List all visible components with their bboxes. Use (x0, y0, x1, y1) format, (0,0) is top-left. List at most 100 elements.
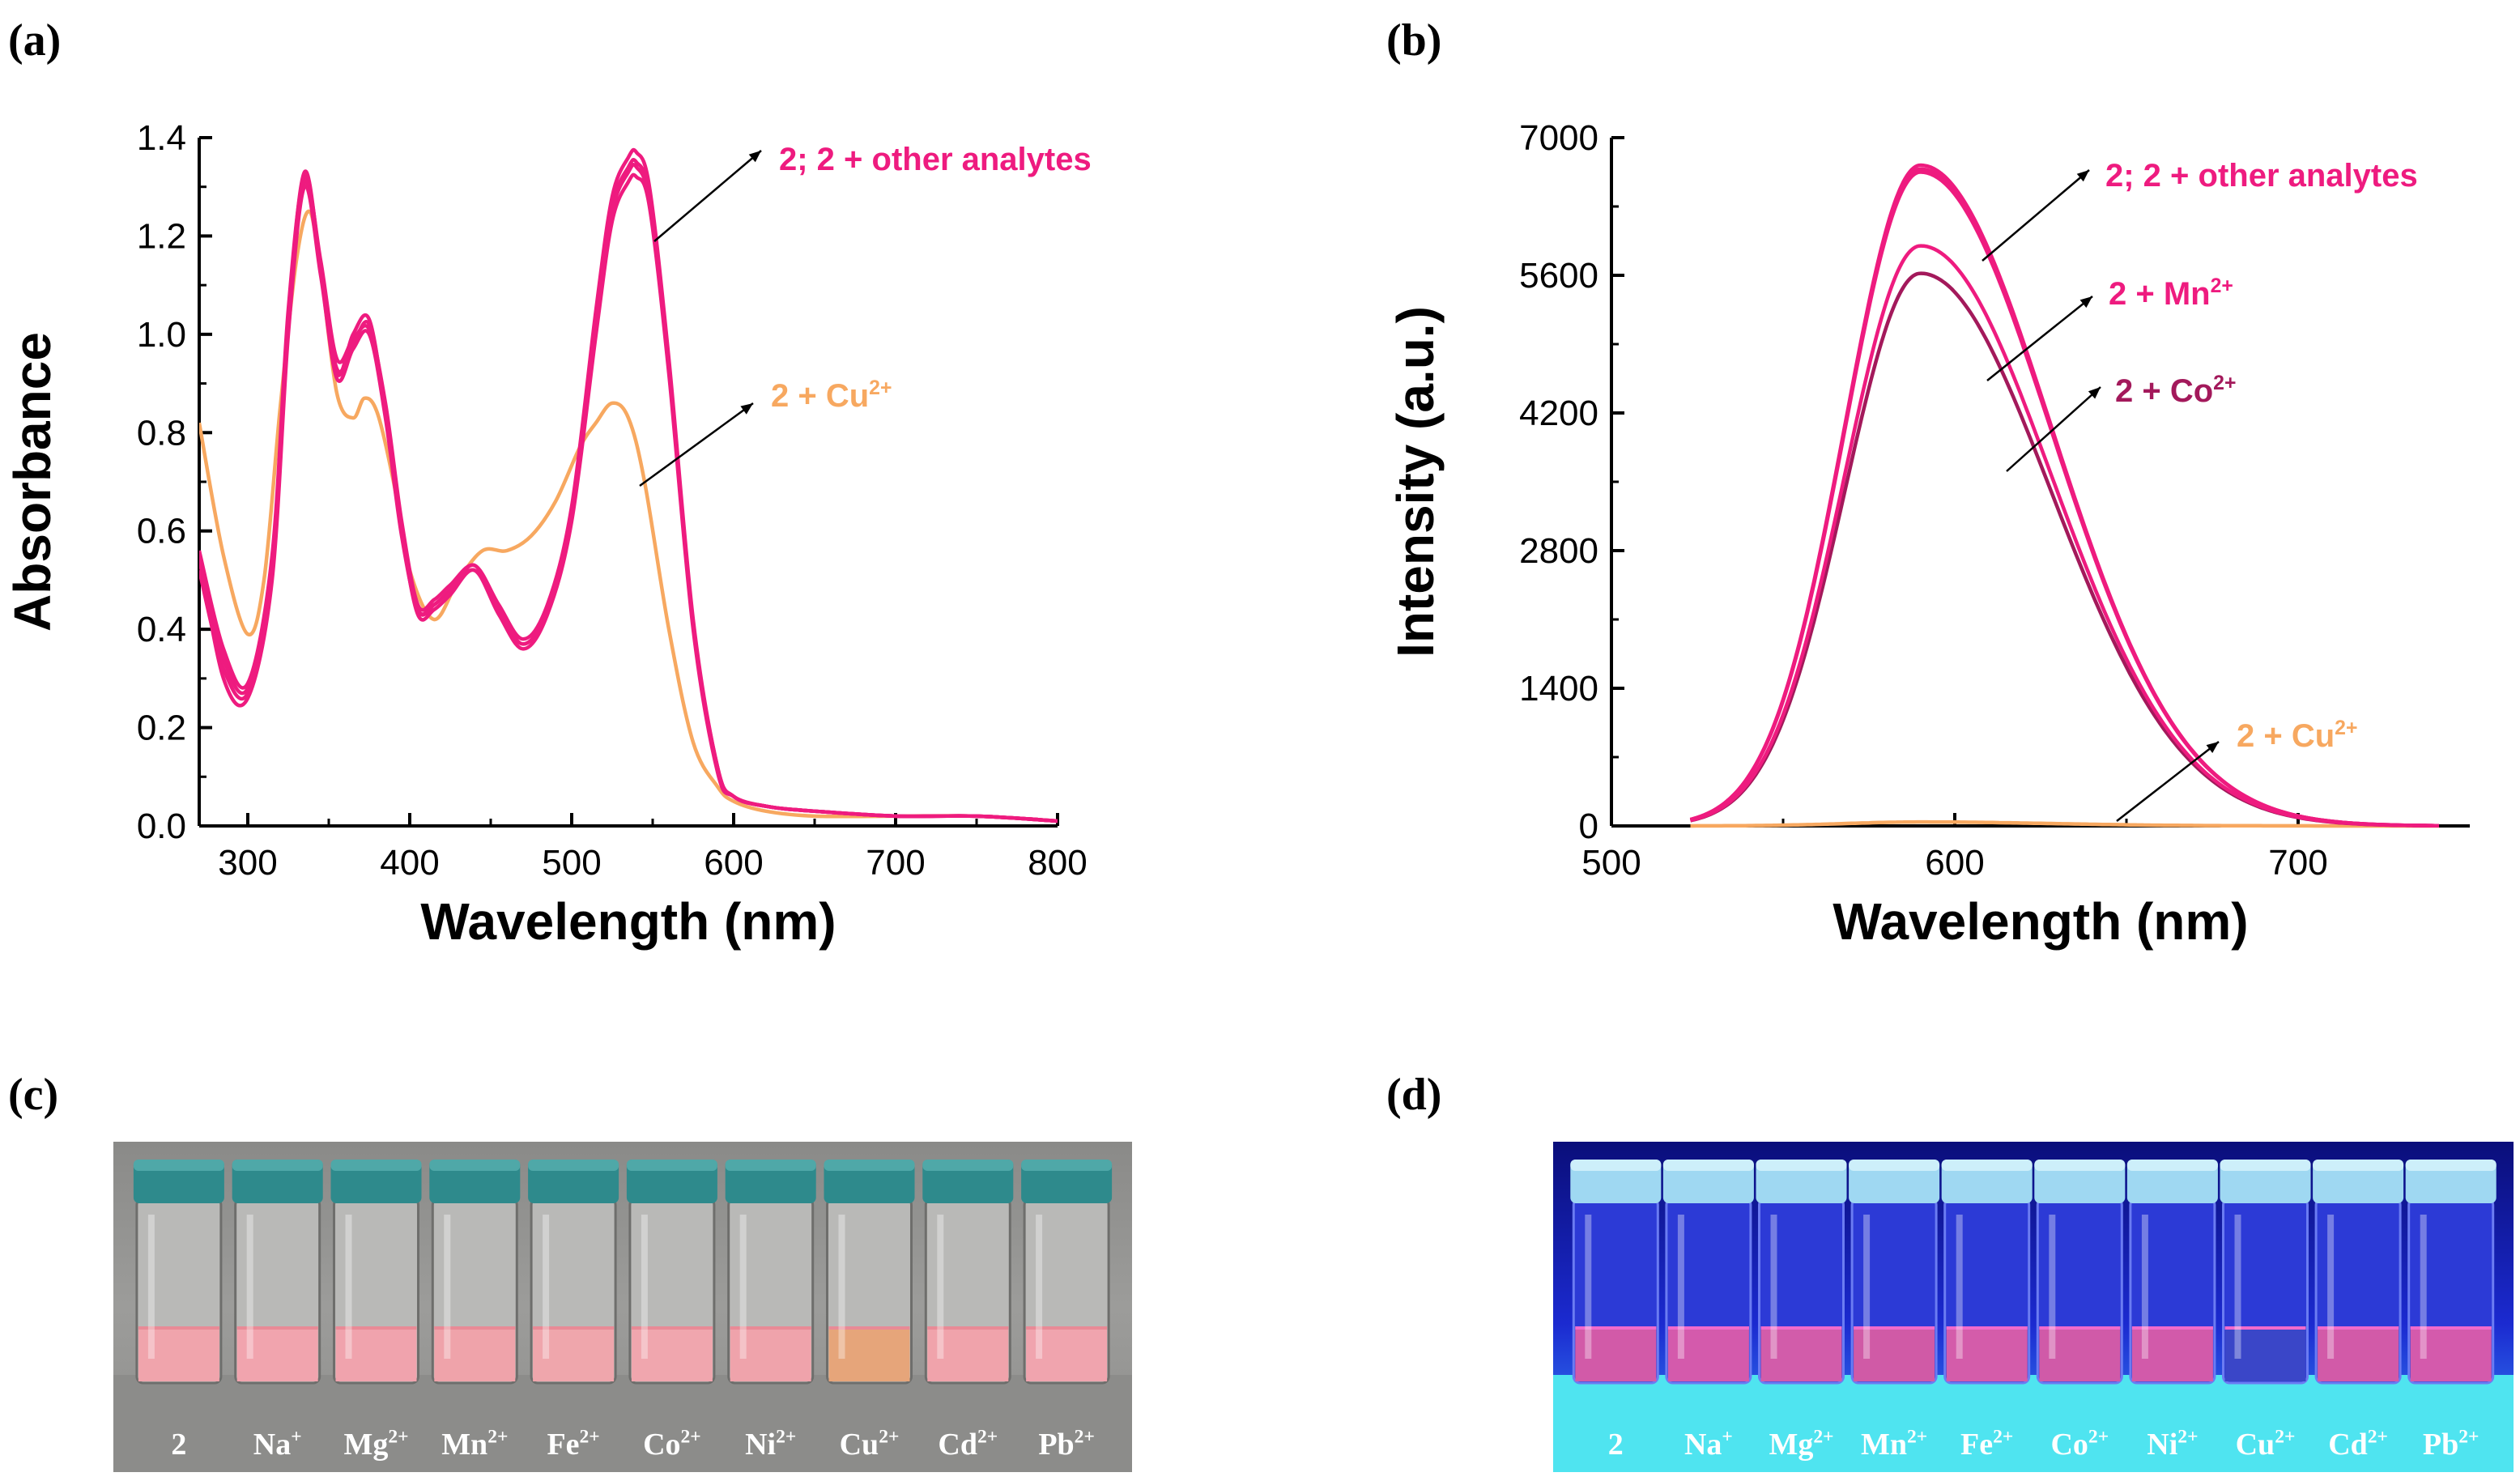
vial-label: Na+ (253, 1427, 302, 1462)
y-tick-label: 7000 (1519, 118, 1598, 158)
y-tick-label: 1400 (1519, 669, 1598, 709)
vial-label: 2 (1608, 1428, 1624, 1462)
vial-liquid (335, 1326, 417, 1381)
series-line (199, 172, 1058, 823)
y-tick-label: 0.4 (137, 610, 186, 649)
glass-highlight (2049, 1215, 2056, 1359)
vial-liquid (1575, 1326, 1657, 1381)
x-tick-label: 500 (1581, 843, 1641, 883)
vial-liquid (2224, 1326, 2306, 1381)
vial-label: Mn2+ (1861, 1427, 1927, 1462)
annotation-co: 2 + Co2+ (2115, 372, 2236, 409)
vial-liquid (236, 1326, 318, 1381)
vial-label: Mg2+ (343, 1427, 408, 1462)
plot-frame (199, 138, 1058, 826)
vial-label: Cd2+ (2328, 1427, 2388, 1462)
vial-liquid (730, 1326, 811, 1381)
vial-label: Pb2+ (2423, 1427, 2480, 1462)
annotation-arrowhead (2076, 170, 2089, 182)
annotation-arrow (639, 402, 754, 487)
vial-liquid (631, 1326, 713, 1381)
vial-liquid (927, 1326, 1009, 1381)
series-group (1689, 163, 2439, 828)
vial-liquid (1854, 1326, 1935, 1381)
glass-highlight (739, 1215, 747, 1359)
y-tick-label: 1.0 (137, 315, 186, 355)
series-line (199, 157, 1058, 823)
annotation-arrow (2006, 386, 2101, 472)
vial-label: Na+ (1684, 1427, 1733, 1462)
annotation-arrowhead (2088, 387, 2101, 399)
vial-cap-top (2405, 1160, 2497, 1171)
vial-cap-top (1941, 1160, 2033, 1171)
vial (1570, 1160, 1662, 1385)
vial-liquid (828, 1326, 910, 1381)
vial-cap-top (922, 1160, 1014, 1171)
glass-highlight (147, 1215, 155, 1359)
vial-liquid (2039, 1326, 2121, 1381)
vial-cap-top (232, 1160, 323, 1171)
annotation-cu: 2 + Cu2+ (2237, 717, 2357, 754)
y-tick-label: 0.6 (137, 512, 186, 551)
vial-cap-top (1756, 1160, 1847, 1171)
vial (725, 1160, 816, 1385)
glass-highlight (838, 1215, 845, 1359)
photo-floor (113, 1375, 1132, 1472)
glass-highlight (1863, 1215, 1871, 1359)
annotation-cu: 2 + Cu2+ (771, 377, 892, 414)
annotation-arrow (2116, 741, 2220, 822)
vial-liquid (434, 1326, 516, 1381)
vial (824, 1160, 915, 1385)
y-tick-label: 1.4 (137, 118, 186, 158)
vial (2405, 1160, 2497, 1385)
vial-label: Mn2+ (441, 1427, 508, 1462)
vial-cap-top (1570, 1160, 1662, 1171)
vial-label: Cd2+ (938, 1427, 998, 1462)
vial (2220, 1160, 2311, 1385)
vial-cap-top (330, 1160, 422, 1171)
vial (429, 1160, 521, 1385)
y-axis-label: Absorbance (3, 332, 62, 632)
vial-liquid (1667, 1326, 1749, 1381)
y-tick-label: 5600 (1519, 256, 1598, 296)
vial (1662, 1160, 1754, 1385)
vial (922, 1160, 1014, 1385)
annotation-arrowhead (748, 151, 761, 163)
vial-cap-top (626, 1160, 717, 1171)
glass-highlight (1677, 1215, 1684, 1359)
x-tick-label: 800 (1028, 843, 1087, 883)
y-tick-label: 0.0 (137, 806, 186, 846)
vial (528, 1160, 619, 1385)
x-tick-label: 600 (704, 843, 763, 883)
y-tick-label: 1.2 (137, 216, 186, 256)
vial (626, 1160, 717, 1385)
panel-label-b: (b) (1386, 15, 1441, 66)
annotation-arrowhead (740, 403, 753, 415)
glass-highlight (2327, 1215, 2335, 1359)
vial-cap-top (1021, 1160, 1113, 1171)
glass-highlight (1036, 1215, 1043, 1359)
series-line (199, 147, 1058, 823)
x-tick-label: 400 (380, 843, 439, 883)
vial-cap-top (2220, 1160, 2311, 1171)
vial-cap-top (725, 1160, 816, 1171)
vial (232, 1160, 323, 1385)
vial-label: Pb2+ (1038, 1427, 1095, 1462)
absorbance-chart: 300 400 500 600 700 800 0.0 0.2 0.4 0.6 0.8 1.0 1.2 1… (3, 118, 1092, 951)
glass-highlight (444, 1215, 451, 1359)
vial-liquid (1760, 1326, 1842, 1381)
y-tick-label: 4200 (1519, 394, 1598, 433)
glass-highlight (1956, 1215, 1963, 1359)
vial-label: Cu2+ (2236, 1427, 2296, 1462)
series-group (199, 147, 1058, 823)
y-axis-label: Intensity (a.u.) (1386, 306, 1445, 658)
vial-cap-top (528, 1160, 619, 1171)
vial-cap-top (2313, 1160, 2404, 1171)
vial-cap-top (2034, 1160, 2126, 1171)
glass-highlight (1585, 1215, 1592, 1359)
glass-highlight (1770, 1215, 1777, 1359)
glass-highlight (2141, 1215, 2148, 1359)
vial-cap-top (1849, 1160, 1940, 1171)
vial-label: Co2+ (643, 1427, 701, 1462)
